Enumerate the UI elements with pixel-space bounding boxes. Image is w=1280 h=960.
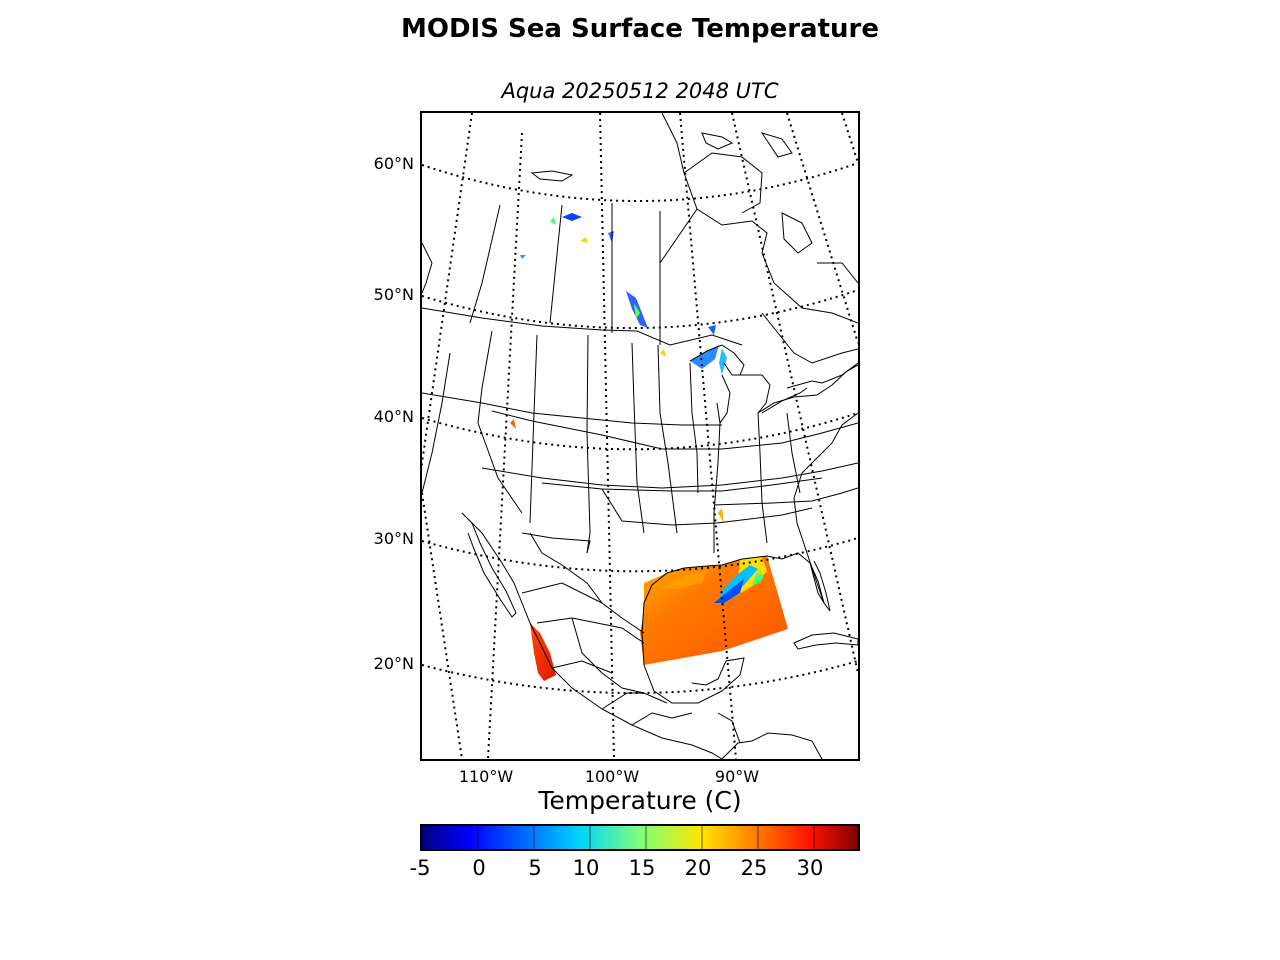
plot-subtitle: Aqua 20250512 2048 UTC xyxy=(501,79,779,103)
lat-label-50n: 50°N xyxy=(373,285,414,304)
lat-label-40n: 40°N xyxy=(373,407,414,426)
sst-lakes xyxy=(510,213,727,523)
lon-label-110w: 110°W xyxy=(458,767,514,786)
colorbar xyxy=(420,824,860,851)
colorbar-tick: 25 xyxy=(740,856,768,880)
colorbar-gradient xyxy=(422,826,858,849)
colorbar-tick: 10 xyxy=(572,856,600,880)
colorbar-label: Temperature (C) xyxy=(538,786,742,815)
sst-swath-gulf xyxy=(640,556,788,665)
coastlines-and-borders xyxy=(422,113,858,759)
colorbar-tick: 15 xyxy=(628,856,656,880)
graticule xyxy=(422,113,858,759)
lat-label-30n: 30°N xyxy=(373,529,414,548)
lat-label-20n: 20°N xyxy=(373,654,414,673)
colorbar-tick: 20 xyxy=(684,856,712,880)
colorbar-tick: 30 xyxy=(796,856,824,880)
sst-swath-pacific xyxy=(530,623,556,681)
map-canvas xyxy=(422,113,858,759)
lon-label-90w: 90°W xyxy=(714,767,760,786)
map-panel xyxy=(420,111,860,761)
lon-label-100w: 100°W xyxy=(584,767,640,786)
colorbar-tick: 0 xyxy=(472,856,486,880)
lat-label-60n: 60°N xyxy=(373,154,414,173)
colorbar-tick: -5 xyxy=(409,856,431,880)
plot-title: MODIS Sea Surface Temperature xyxy=(401,14,879,44)
colorbar-tick: 5 xyxy=(528,856,542,880)
